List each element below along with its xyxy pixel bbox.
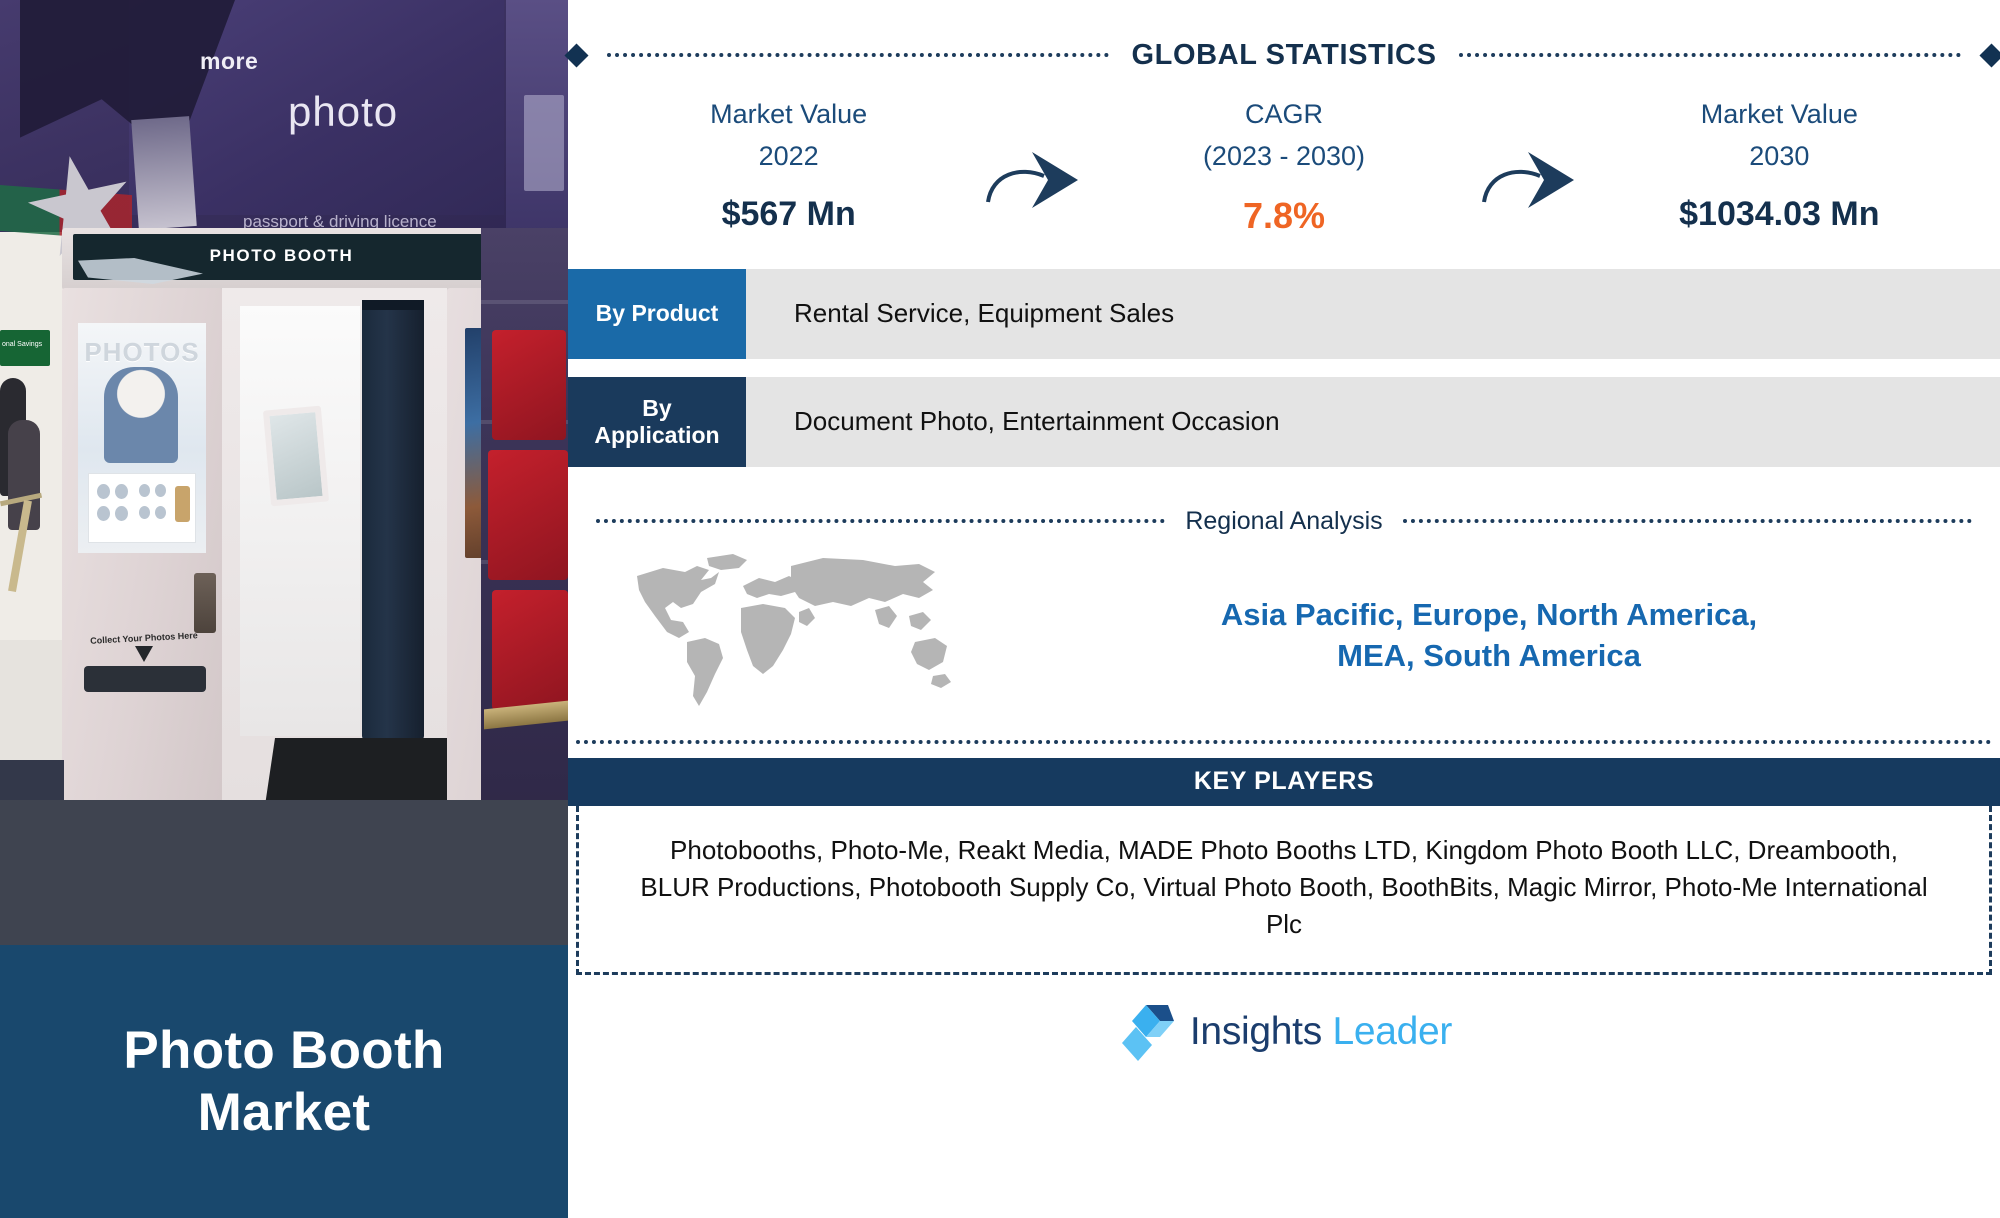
photo-output-tray — [84, 666, 206, 692]
curved-arrow-icon — [986, 152, 1079, 208]
world-map-silhouette — [637, 553, 951, 706]
stat-value: 7.8% — [1242, 194, 1326, 236]
store-sign-text: onal Savings — [2, 341, 43, 348]
stat-label-line2: 2030 — [1749, 140, 1810, 171]
booth-sign-text: PHOTO BOOTH — [209, 246, 354, 265]
sign-subtitle-text: passport & driving licence — [243, 212, 437, 231]
booth-touchscreen — [262, 405, 330, 507]
stat-label-line2: 2022 — [758, 140, 819, 171]
collect-photos-label: Collect Your Photos Here — [89, 630, 199, 646]
logo-word-insights: Insights — [1189, 1010, 1322, 1054]
dotted-divider — [1402, 519, 1972, 524]
regional-names-list: Asia Pacific, Europe, North America, MEA,… — [1220, 597, 1758, 673]
title-banner: Photo Booth Market — [0, 945, 568, 1218]
coin-slot — [194, 573, 216, 633]
global-statistics-header: GLOBAL STATISTICS — [564, 38, 2000, 72]
segment-key-label: By Product — [568, 268, 746, 359]
stat-label-line1: CAGR — [1244, 99, 1323, 129]
key-players-list: Photobooths, Photo-Me, Reakt Media, MADE… — [640, 834, 1928, 939]
right-panel: GLOBAL STATISTICS Market Value 2022 $567… — [564, 0, 2000, 1218]
sign-photo-text: photo — [288, 88, 399, 135]
stat-value: $567 Mn — [721, 194, 856, 233]
down-arrow-icon — [135, 646, 153, 662]
regional-analysis-body: Asia Pacific, Europe, North America, MEA,… — [568, 536, 2000, 726]
booth-inner-wall — [240, 306, 360, 736]
arrow-icon-1 — [971, 94, 1101, 212]
floor-carpet — [0, 800, 568, 945]
diamond-icon — [564, 42, 589, 68]
poster-sample-grid — [88, 473, 196, 543]
photo-booth-photograph: onal Savings more photo passport & drivi… — [0, 0, 568, 945]
sign-more-text: more — [200, 46, 269, 75]
dotted-divider — [607, 53, 1110, 57]
stat-label-line2: (2023 - 2030) — [1202, 140, 1366, 171]
world-map-icon — [578, 546, 1008, 726]
poster-person-image — [104, 367, 178, 463]
global-statistics-title: GLOBAL STATISTICS — [1131, 38, 1437, 71]
store-promo-sign: onal Savings — [0, 330, 50, 366]
stat-value: $1034.03 Mn — [1679, 194, 1880, 233]
photos-poster: PHOTOS — [78, 323, 206, 553]
retail-product — [492, 590, 568, 710]
poster-heading: PHOTOS — [84, 337, 200, 367]
photo-booth-structure: PHOTOS Collect Your Photos Here — [62, 288, 543, 858]
segment-value-label: Document Photo, Entertainment Occasion — [794, 406, 1280, 437]
regional-analysis-header: Regional Analysis — [568, 507, 2000, 536]
stat-cagr: CAGR (2023 - 2030) 7.8% — [1101, 94, 1466, 237]
stat-market-value-2030: Market Value 2030 $1034.03 Mn — [1597, 94, 1962, 234]
logo-wordmark: Insights Leader — [1189, 1010, 1453, 1054]
dotted-divider — [596, 519, 1166, 524]
regional-analysis-title: Regional Analysis — [1185, 506, 1383, 535]
segment-key-label: By Application — [568, 376, 746, 467]
retail-product — [488, 450, 568, 580]
segment-value-label: Rental Service, Equipment Sales — [794, 298, 1175, 329]
curved-arrow-icon — [1481, 152, 1574, 208]
key-players-banner: KEY PLAYERS — [568, 757, 2000, 806]
segments-section: By Product Rental Service, Equipment Sal… — [568, 268, 2000, 467]
sign-child-photo — [131, 116, 197, 230]
logo-word-leader: Leader — [1321, 1010, 1453, 1054]
dotted-divider — [1458, 53, 1961, 57]
retail-product — [492, 330, 566, 440]
segment-row-by-application: By Application Document Photo, Entertainm… — [568, 376, 2000, 467]
brand-logo: Insights Leader — [568, 1001, 2000, 1063]
stat-label-line1: Market Value — [710, 99, 868, 129]
left-panel: onal Savings more photo passport & drivi… — [0, 0, 568, 1218]
statistics-row: Market Value 2022 $567 Mn CAGR (2023 - 2… — [568, 94, 2000, 237]
wall-panel-light — [524, 95, 564, 191]
shelf-slat — [481, 300, 568, 304]
stat-label-line1: Market Value — [1700, 99, 1858, 129]
diamond-icon — [1979, 42, 2000, 68]
booth-left-cabinet: PHOTOS Collect Your Photos Here — [62, 288, 222, 843]
key-players-box: Photobooths, Photo-Me, Reakt Media, MADE… — [576, 805, 1992, 976]
dotted-divider — [576, 739, 1992, 744]
segment-row-by-product: By Product Rental Service, Equipment Sal… — [568, 268, 2000, 359]
arrow-icon-2 — [1467, 94, 1597, 212]
stat-market-value-2022: Market Value 2022 $567 Mn — [606, 94, 971, 234]
booth-curtain — [362, 300, 424, 740]
insights-leader-logo-icon — [1121, 1005, 1174, 1062]
page-title: Photo Booth Market — [123, 1021, 445, 1142]
